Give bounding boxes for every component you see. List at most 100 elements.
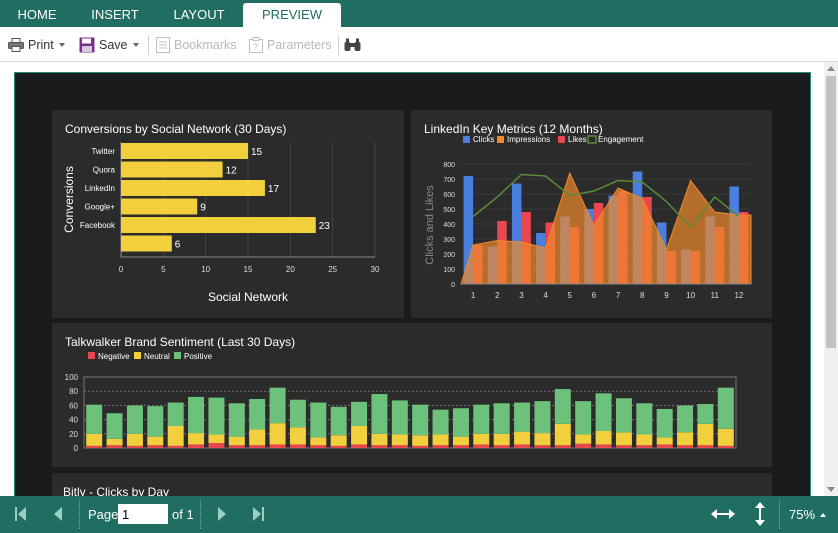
zoom-dropdown[interactable]: 75% <box>789 507 827 522</box>
stacked-bar-segment <box>351 444 368 448</box>
preview-toolbar: Print Save Bookmarks <box>0 27 838 62</box>
legend-label: Neutral <box>144 352 170 361</box>
save-button[interactable]: Save <box>79 34 139 56</box>
stacked-bar-segment <box>554 389 571 424</box>
nav-divider <box>779 500 780 529</box>
page-count-label: of 1 <box>172 507 194 522</box>
stacked-bar-segment <box>351 425 368 445</box>
stacked-bar-segment <box>697 445 714 448</box>
x-tick-label: 1 <box>471 291 476 300</box>
y-tick-label: 400 <box>443 222 455 229</box>
legend-label: Engagement <box>598 135 644 144</box>
stacked-bar-segment <box>330 435 347 446</box>
stacked-bar-segment <box>677 445 694 448</box>
stacked-bar-segment <box>473 444 490 448</box>
tab-layout[interactable]: LAYOUT <box>173 7 225 22</box>
y-axis-title: Clicks and Likes <box>424 185 436 265</box>
scroll-down-icon[interactable] <box>827 487 835 492</box>
stacked-bar-segment <box>86 433 103 446</box>
previous-page-icon[interactable] <box>52 505 64 523</box>
legend-swatch <box>558 136 565 143</box>
vertical-scrollbar[interactable] <box>824 62 838 496</box>
tab-home[interactable]: HOME <box>17 7 57 22</box>
y-tick-label: 600 <box>443 192 455 199</box>
bar <box>121 161 223 178</box>
nav-divider <box>200 500 201 529</box>
fit-page-icon[interactable] <box>752 502 768 526</box>
panel-title: LinkedIn Key Metrics (12 Months) <box>424 122 603 136</box>
fit-width-icon[interactable] <box>711 506 735 522</box>
x-tick-label: 0 <box>119 265 124 274</box>
parameters-button[interactable]: ? Parameters <box>249 34 332 56</box>
printer-icon <box>8 38 24 52</box>
stacked-bar-segment <box>493 433 510 446</box>
page-number-input[interactable] <box>118 504 168 524</box>
next-page-icon[interactable] <box>216 505 228 523</box>
panel-title: Bitly - Clicks by Day <box>63 485 170 499</box>
legend-label: Positive <box>184 352 213 361</box>
panel-sentiment: Talkwalker Brand Sentiment (Last 30 Days… <box>52 323 772 467</box>
tab-insert[interactable]: INSERT <box>91 7 139 22</box>
x-tick-label: 5 <box>161 265 166 274</box>
data-label: 9 <box>200 203 206 214</box>
last-page-icon[interactable] <box>251 505 265 523</box>
stacked-bar-segment <box>147 445 164 448</box>
stacked-bar-segment <box>188 433 205 445</box>
x-tick-label: 20 <box>286 265 295 274</box>
stacked-bar-segment <box>391 434 408 446</box>
tab-preview[interactable]: PREVIEW <box>243 3 341 27</box>
stacked-bar-segment <box>228 445 245 448</box>
scrollbar-thumb[interactable] <box>826 76 836 348</box>
x-tick-label: 2 <box>495 291 500 300</box>
print-label: Print <box>28 38 54 52</box>
data-label: 17 <box>268 184 280 195</box>
bookmarks-button[interactable]: Bookmarks <box>156 34 237 56</box>
stacked-bar-segment <box>391 400 408 435</box>
ribbon-tab-bar: HOME INSERT LAYOUT PREVIEW <box>0 0 838 27</box>
x-tick-label: 5 <box>568 291 573 300</box>
print-button[interactable]: Print <box>8 34 65 56</box>
y-tick-label: 0 <box>74 444 79 453</box>
stacked-bar-segment <box>412 404 429 436</box>
svg-text:?: ? <box>253 42 258 52</box>
data-label: 6 <box>175 240 181 251</box>
stacked-bar-segment <box>208 443 225 448</box>
y-tick-label: 200 <box>443 252 455 259</box>
y-category-label: Facebook <box>80 221 116 230</box>
first-page-icon[interactable] <box>14 505 28 523</box>
stacked-bar-segment <box>697 423 714 446</box>
legend-label: Likes <box>568 135 587 144</box>
stacked-bar-segment <box>514 444 531 448</box>
x-tick-label: 10 <box>201 265 210 274</box>
stacked-bar-segment <box>330 445 347 448</box>
find-button[interactable] <box>344 34 365 56</box>
stacked-bar-segment <box>493 403 510 434</box>
stacked-bar-segment <box>575 443 592 448</box>
stacked-bar-segment <box>106 438 123 446</box>
nav-divider <box>79 500 80 529</box>
legend-label: Clicks <box>473 135 494 144</box>
y-tick-label: 800 <box>443 162 455 169</box>
plot-frame <box>83 376 737 449</box>
stacked-bar-segment <box>289 427 306 445</box>
stacked-bar-segment <box>636 434 653 446</box>
x-axis-title: Social Network <box>208 290 289 304</box>
stacked-bar-segment <box>493 445 510 448</box>
stacked-bar-segment <box>636 445 653 448</box>
y-tick-label: 100 <box>65 373 79 382</box>
page-navigation-bar: Page of 1 75% <box>0 496 838 533</box>
sentiment-stacked-chart: 0 20 40 60 80 100 Negative Neutral Positive <box>65 352 737 453</box>
stacked-bar-segment <box>289 444 306 448</box>
data-label: 15 <box>251 147 263 158</box>
x-tick-label: 11 <box>711 291 720 300</box>
stacked-bar-segment <box>595 430 612 445</box>
bar <box>121 198 198 215</box>
stacked-bar-segment <box>717 428 734 446</box>
stacked-bar-segment <box>717 445 734 448</box>
x-tick-label: 3 <box>519 291 524 300</box>
stacked-bar-segment <box>289 399 306 428</box>
engagement-line <box>472 173 740 229</box>
y-category-label: Google+ <box>85 203 116 212</box>
scroll-up-icon[interactable] <box>827 66 835 71</box>
